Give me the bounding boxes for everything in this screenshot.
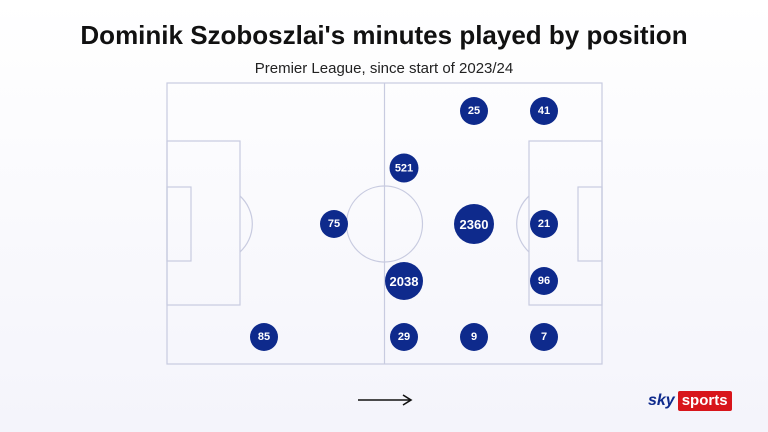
- logo-sports-text: sports: [677, 391, 732, 411]
- bubble-lw: 7: [530, 323, 558, 351]
- bubble-value: 25: [467, 105, 481, 117]
- left-penalty-box: [166, 140, 241, 306]
- bubble-lm-deep: 29: [390, 323, 418, 351]
- right-six-yard-box: [577, 186, 603, 262]
- bubble-st: 21: [530, 210, 558, 238]
- bubble-value: 41: [537, 105, 551, 117]
- arrow-right-icon: [356, 392, 416, 408]
- bubble-value: 21: [537, 218, 551, 230]
- bubble-value: 85: [257, 331, 271, 343]
- right-penalty-arc: [516, 195, 530, 253]
- bubble-value: 9: [470, 331, 478, 343]
- bubble-value: 7: [540, 331, 548, 343]
- bubble-lcm: 2038: [385, 262, 423, 300]
- chart-title: Dominik Szoboszlai's minutes played by p…: [80, 20, 688, 50]
- bubble-lb: 85: [250, 323, 278, 351]
- bubble-rm: 25: [460, 97, 488, 125]
- bubble-lm: 9: [460, 323, 488, 351]
- bubble-value: 29: [397, 331, 411, 343]
- bubble-rw: 41: [530, 97, 558, 125]
- left-six-yard-box: [166, 186, 192, 262]
- bubble-am: 2360: [454, 204, 494, 244]
- left-penalty-arc: [239, 195, 253, 253]
- bubble-dm: 75: [320, 210, 348, 238]
- sky-sports-logo: sky sports: [648, 391, 732, 411]
- bubble-rcm: 521: [389, 153, 419, 183]
- chart-subtitle: Premier League, since start of 2023/24: [254, 60, 514, 77]
- bubble-lcf: 96: [530, 267, 558, 295]
- bubble-value: 521: [394, 162, 414, 174]
- bubble-value: 2360: [459, 216, 489, 232]
- bubble-value: 75: [327, 218, 341, 230]
- bubble-value: 2038: [389, 273, 419, 289]
- bubble-value: 96: [537, 275, 551, 287]
- logo-sky-text: sky: [648, 392, 675, 409]
